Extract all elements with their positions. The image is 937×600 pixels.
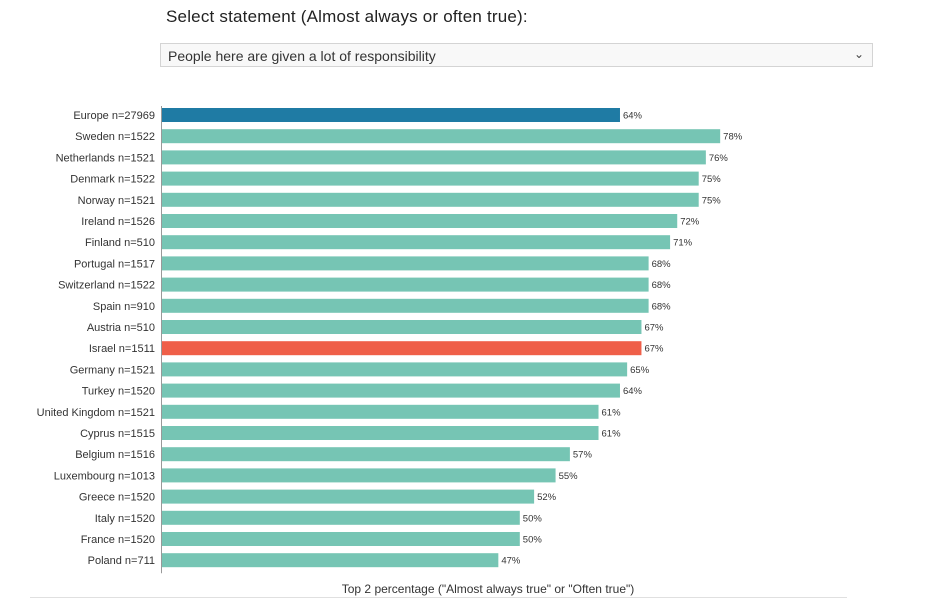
bar-italy — [162, 510, 520, 525]
value-label-united-kingdom: 61% — [602, 407, 622, 418]
bar-greece — [162, 489, 535, 504]
category-label-sweden: Sweden n=1522 — [75, 131, 155, 143]
bar-portugal — [162, 256, 649, 271]
bar-israel — [162, 341, 642, 356]
bar-ireland — [162, 214, 678, 228]
bar-united-kingdom — [162, 404, 599, 419]
bar-netherlands — [162, 150, 706, 165]
value-label-cyprus: 61% — [602, 429, 622, 440]
value-label-portugal: 68% — [652, 259, 672, 270]
category-label-turkey: Turkey n=1520 — [82, 386, 155, 398]
value-label-netherlands: 76% — [709, 153, 729, 164]
category-label-cyprus: Cyprus n=1515 — [80, 428, 155, 440]
value-label-austria: 67% — [644, 323, 664, 334]
value-label-greece: 52% — [537, 492, 557, 503]
value-label-italy: 50% — [523, 513, 543, 524]
bar-denmark — [162, 171, 699, 186]
value-label-europe: 64% — [623, 111, 643, 122]
bar-switzerland — [162, 277, 649, 292]
bar-luxembourg — [162, 468, 556, 483]
value-label-poland: 47% — [501, 556, 521, 567]
category-label-united-kingdom: United Kingdom n=1521 — [37, 407, 155, 419]
category-label-denmark: Denmark n=1522 — [70, 174, 155, 186]
page-title: Select statement (Almost always or often… — [166, 7, 528, 26]
bar-europe — [162, 108, 620, 122]
category-label-portugal: Portugal n=1517 — [74, 258, 155, 270]
category-label-greece: Greece n=1520 — [79, 492, 155, 504]
category-label-norway: Norway n=1521 — [78, 195, 155, 207]
category-label-switzerland: Switzerland n=1522 — [58, 280, 155, 292]
bar-spain — [162, 298, 649, 313]
bar-germany — [162, 362, 628, 377]
bar-poland — [162, 553, 499, 568]
category-label-europe: Europe n=27969 — [73, 110, 155, 122]
x-axis-title: Top 2 percentage ("Almost always true" o… — [342, 582, 635, 596]
category-label-spain: Spain n=910 — [93, 301, 155, 313]
bar-austria — [162, 320, 642, 334]
category-label-israel: Israel n=1511 — [89, 343, 155, 355]
category-label-ireland: Ireland n=1526 — [81, 216, 155, 228]
value-label-switzerland: 68% — [652, 280, 672, 291]
value-label-sweden: 78% — [723, 132, 743, 143]
category-label-finland: Finland n=510 — [85, 237, 155, 249]
chevron-down-icon[interactable]: ⌄ — [853, 47, 864, 61]
value-label-turkey: 64% — [623, 386, 643, 397]
category-label-luxembourg: Luxembourg n=1013 — [54, 470, 155, 482]
value-label-denmark: 75% — [702, 174, 722, 185]
category-label-poland: Poland n=711 — [88, 555, 155, 567]
category-label-germany: Germany n=1521 — [70, 364, 155, 376]
bar-sweden — [162, 129, 721, 144]
bar-france — [162, 532, 520, 546]
value-label-spain: 68% — [652, 301, 672, 312]
category-label-belgium: Belgium n=1516 — [75, 449, 155, 461]
bar-turkey — [162, 383, 620, 398]
statement-select[interactable]: People here are given a lot of responsib… — [160, 43, 873, 67]
category-label-france: France n=1520 — [81, 534, 155, 546]
bar-belgium — [162, 447, 570, 462]
value-label-luxembourg: 55% — [559, 471, 579, 482]
bar-finland — [162, 235, 671, 250]
divider — [30, 597, 847, 598]
category-label-austria: Austria n=510 — [87, 322, 155, 334]
category-label-netherlands: Netherlands n=1521 — [56, 152, 155, 164]
value-label-germany: 65% — [630, 365, 650, 376]
category-label-italy: Italy n=1520 — [95, 513, 155, 525]
bar-norway — [162, 192, 699, 207]
value-label-norway: 75% — [702, 195, 722, 206]
statement-select-value: People here are given a lot of responsib… — [168, 48, 436, 64]
value-label-ireland: 72% — [680, 217, 700, 228]
value-label-israel: 67% — [644, 344, 664, 355]
bar-cyprus — [162, 426, 599, 440]
value-label-france: 50% — [523, 535, 543, 546]
value-label-finland: 71% — [673, 238, 693, 249]
value-label-belgium: 57% — [573, 450, 593, 461]
